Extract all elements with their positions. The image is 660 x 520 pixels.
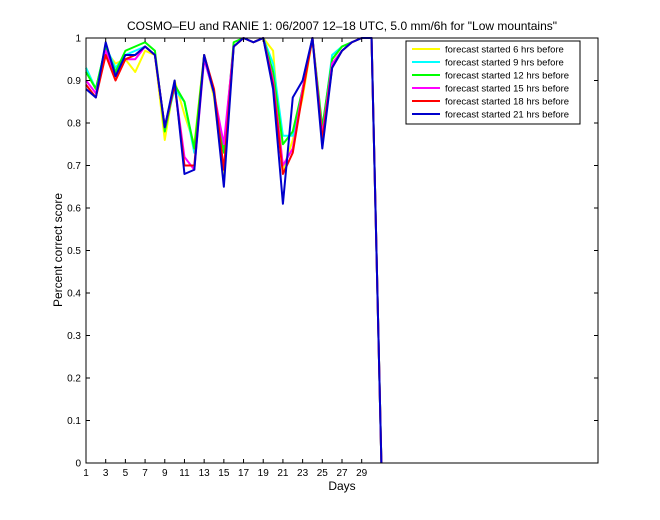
y-tick-label: 0.7 — [67, 161, 81, 172]
y-tick-label: 0.2 — [67, 374, 81, 385]
legend-label: forecast started 9 hrs before — [445, 58, 564, 69]
y-tick-label: 0 — [75, 459, 81, 470]
x-tick-label: 5 — [123, 468, 129, 479]
x-tick-label: 9 — [162, 468, 168, 479]
y-tick-label: 0.6 — [67, 204, 81, 215]
x-tick-label: 21 — [277, 468, 289, 479]
chart-title: COSMO–EU and RANIE 1: 06/2007 12–18 UTC,… — [127, 19, 557, 33]
legend-label: forecast started 18 hrs before — [445, 97, 569, 108]
series-line-3 — [85, 37, 383, 464]
x-axis: 1 3 5 7 9 11 13 15 17 19 21 23 25 27 29 — [83, 38, 368, 479]
series-line-6 — [85, 37, 383, 464]
x-tick-label: 23 — [297, 468, 309, 479]
x-tick-label: 1 — [83, 468, 89, 479]
y-tick-label: 0.9 — [67, 76, 81, 87]
x-tick-label: 17 — [238, 468, 250, 479]
legend-label: forecast started 21 hrs before — [445, 110, 569, 121]
y-tick-label: 0.4 — [67, 289, 81, 300]
y-tick-label: 0.8 — [67, 119, 81, 130]
x-tick-label: 15 — [218, 468, 230, 479]
legend-label: forecast started 6 hrs before — [445, 45, 564, 56]
x-tick-label: 27 — [336, 468, 348, 479]
y-tick-label: 1 — [75, 34, 81, 45]
legend-box — [405, 40, 581, 125]
x-tick-label: 11 — [179, 468, 190, 479]
x-tick-label: 29 — [356, 468, 368, 479]
legend: forecast started 6 hrs before forecast st… — [405, 40, 581, 125]
legend-label: forecast started 15 hrs before — [445, 84, 569, 95]
x-tick-label: 7 — [142, 468, 148, 479]
y-axis: 0 0.1 0.2 0.3 0.4 0.5 0.6 0.7 0.8 0.9 1 — [67, 34, 598, 470]
legend-label: forecast started 12 hrs before — [445, 71, 569, 82]
x-tick-label: 13 — [199, 468, 211, 479]
x-tick-label: 19 — [258, 468, 270, 479]
y-tick-label: 0.1 — [67, 416, 81, 427]
series-layer — [85, 37, 383, 464]
y-tick-label: 0.3 — [67, 331, 81, 342]
x-tick-label: 25 — [317, 468, 329, 479]
y-tick-label: 0.5 — [67, 246, 81, 257]
x-tick-label: 3 — [103, 468, 109, 479]
x-axis-label: Days — [328, 479, 355, 493]
y-axis-label: Percent correct score — [51, 193, 65, 307]
